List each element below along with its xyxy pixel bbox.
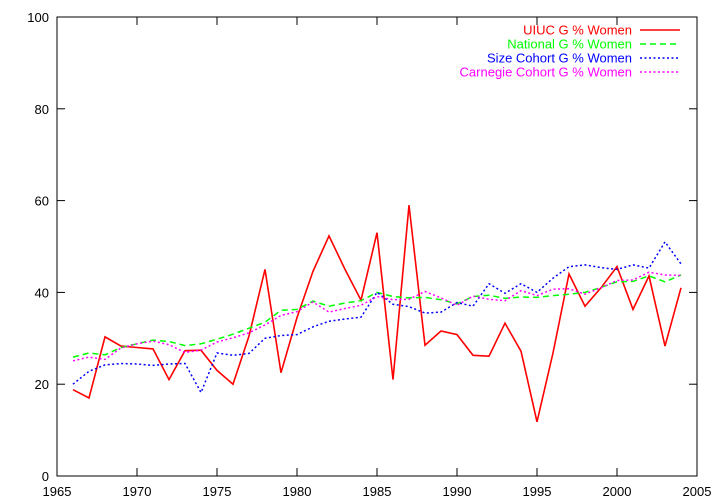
x-tick-label: 1995: [523, 484, 552, 499]
x-tick-label: 1980: [283, 484, 312, 499]
y-tick-label: 100: [27, 10, 49, 25]
y-tick-label: 0: [42, 469, 49, 484]
x-tick-label: 1970: [123, 484, 152, 499]
x-tick-label: 2000: [603, 484, 632, 499]
legend-label-2: National G % Women: [507, 37, 632, 52]
x-tick-label: 1990: [443, 484, 472, 499]
x-tick-label: 2005: [683, 484, 712, 499]
x-tick-label: 1985: [363, 484, 392, 499]
plot-frame: [56, 16, 698, 477]
y-tick-label: 60: [35, 194, 49, 209]
x-tick-label: 1965: [43, 484, 72, 499]
series-line-1: [72, 205, 682, 422]
axis-tick-labels: 1965 1970 1975 1980 1985 1990 1995 2000 2005 0 20 4…: [27, 10, 711, 499]
series-line-2: [72, 274, 682, 358]
y-tick-label: 80: [35, 102, 49, 117]
y-tick-label: 40: [35, 285, 49, 300]
series-line-4: [72, 271, 682, 362]
series-lines: [72, 205, 682, 422]
legend-label-3: Size Cohort G % Women: [487, 51, 632, 66]
axis-ticks: [56, 16, 698, 477]
legend-label-4: Carnegie Cohort G % Women: [460, 65, 632, 80]
x-tick-label: 1975: [203, 484, 232, 499]
legend-label-1: UIUC G % Women: [523, 23, 632, 38]
y-tick-label: 20: [35, 377, 49, 392]
